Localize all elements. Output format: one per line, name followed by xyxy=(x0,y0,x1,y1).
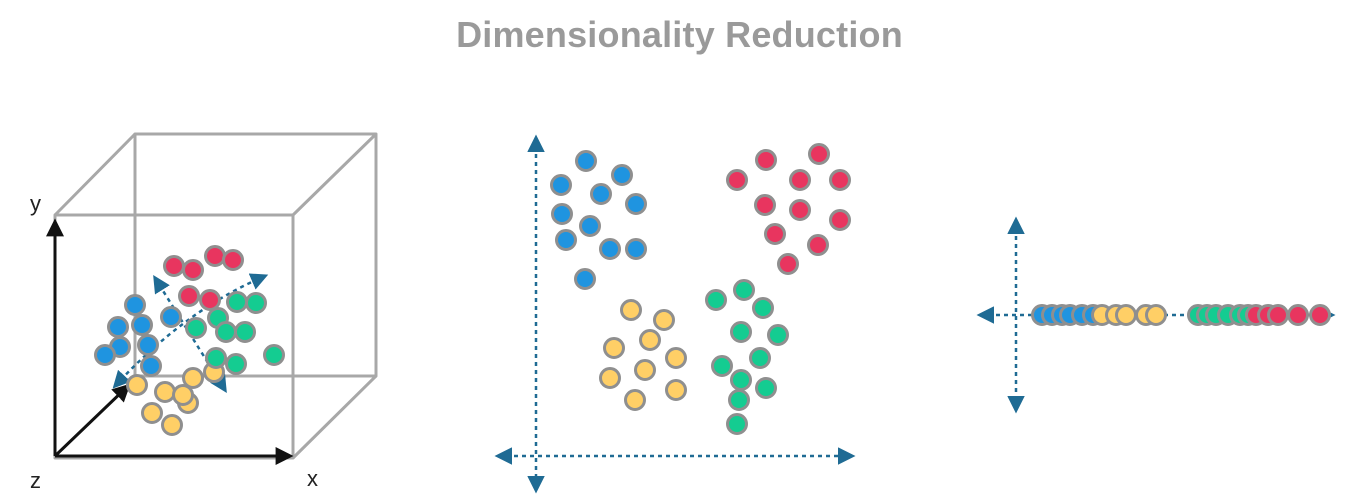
point-3d-red-point xyxy=(222,249,244,271)
point-2d-red-point xyxy=(807,234,829,256)
point-2d-red-point xyxy=(764,223,786,245)
point-3d-blue-point xyxy=(160,306,182,328)
point-2d-green-point xyxy=(728,389,750,411)
point-3d-red-point xyxy=(204,245,226,267)
point-2d-blue-point xyxy=(574,268,596,290)
point-2d-yellow-point xyxy=(599,367,621,389)
point-3d-red-point xyxy=(163,255,185,277)
point-2d-blue-point xyxy=(579,215,601,237)
point-1d-red-point xyxy=(1309,304,1331,326)
page-title: Dimensionality Reduction xyxy=(456,14,903,55)
point-2d-green-point xyxy=(733,279,755,301)
point-2d-green-point xyxy=(730,369,752,391)
point-2d-red-point xyxy=(829,209,851,231)
point-2d-blue-point xyxy=(599,238,621,260)
point-2d-yellow-point xyxy=(603,337,625,359)
point-3d-green-point xyxy=(205,347,227,369)
point-2d-blue-point xyxy=(551,203,573,225)
point-2d-blue-point xyxy=(555,229,577,251)
point-3d-blue-point xyxy=(140,355,162,377)
point-2d-red-point xyxy=(829,169,851,191)
point-3d-red-point xyxy=(199,289,221,311)
point-1d-yellow-point xyxy=(1115,304,1137,326)
point-2d-red-point xyxy=(777,253,799,275)
point-3d-green-point xyxy=(263,344,285,366)
point-2d-blue-point xyxy=(625,238,647,260)
point-3d-yellow-point xyxy=(126,374,148,396)
points-1d xyxy=(1031,304,1331,326)
point-3d-yellow-point xyxy=(161,414,183,436)
point-3d-yellow-point xyxy=(172,384,194,406)
point-2d-green-point xyxy=(705,289,727,311)
x-axis-label: x xyxy=(307,466,318,491)
point-2d-yellow-point xyxy=(620,299,642,321)
point-3d-blue-point xyxy=(94,344,116,366)
point-2d-green-point xyxy=(749,347,771,369)
point-3d-blue-point xyxy=(131,314,153,336)
z-axis-3d xyxy=(53,383,131,458)
point-2d-yellow-point xyxy=(653,309,675,331)
3d-panel: y x z xyxy=(30,132,378,493)
point-2d-red-point xyxy=(789,199,811,221)
point-2d-yellow-point xyxy=(639,329,661,351)
point-2d-green-point xyxy=(752,297,774,319)
point-1d-yellow-point xyxy=(1145,304,1167,326)
point-1d-red-point xyxy=(1287,304,1309,326)
point-2d-red-point xyxy=(808,143,830,165)
point-3d-blue-point xyxy=(124,294,146,316)
point-3d-yellow-point xyxy=(154,381,176,403)
point-3d-green-point xyxy=(226,291,248,313)
point-2d-blue-point xyxy=(611,164,633,186)
point-3d-yellow-point xyxy=(182,367,204,389)
point-2d-red-point xyxy=(754,194,776,216)
points-3d xyxy=(94,245,285,436)
points-2d xyxy=(550,143,851,435)
point-2d-yellow-point xyxy=(624,389,646,411)
point-2d-green-point xyxy=(767,324,789,346)
point-1d-red-point xyxy=(1267,304,1289,326)
point-2d-yellow-point xyxy=(665,347,687,369)
1d-panel xyxy=(976,216,1336,414)
y-axis-label: y xyxy=(30,191,41,216)
point-2d-blue-point xyxy=(625,193,647,215)
point-2d-yellow-point xyxy=(665,379,687,401)
point-3d-green-point xyxy=(225,353,247,375)
2d-panel xyxy=(494,134,856,494)
point-2d-red-point xyxy=(726,169,748,191)
point-2d-red-point xyxy=(755,149,777,171)
point-3d-green-point xyxy=(245,292,267,314)
point-3d-red-point xyxy=(178,285,200,307)
point-2d-green-point xyxy=(726,413,748,435)
point-2d-green-point xyxy=(755,377,777,399)
point-3d-green-point xyxy=(185,317,207,339)
point-3d-green-point xyxy=(234,321,256,343)
point-2d-blue-point xyxy=(575,150,597,172)
point-2d-blue-point xyxy=(590,183,612,205)
point-3d-blue-point xyxy=(107,316,129,338)
point-2d-green-point xyxy=(730,321,752,343)
dashed-axes-2d xyxy=(494,134,856,494)
point-2d-green-point xyxy=(711,355,733,377)
point-3d-yellow-point xyxy=(141,402,163,424)
point-2d-red-point xyxy=(789,169,811,191)
point-2d-yellow-point xyxy=(634,359,656,381)
point-3d-green-point xyxy=(215,321,237,343)
z-axis-label: z xyxy=(30,468,41,493)
point-2d-blue-point xyxy=(550,174,572,196)
point-3d-blue-point xyxy=(137,334,159,356)
point-3d-red-point xyxy=(182,259,204,281)
